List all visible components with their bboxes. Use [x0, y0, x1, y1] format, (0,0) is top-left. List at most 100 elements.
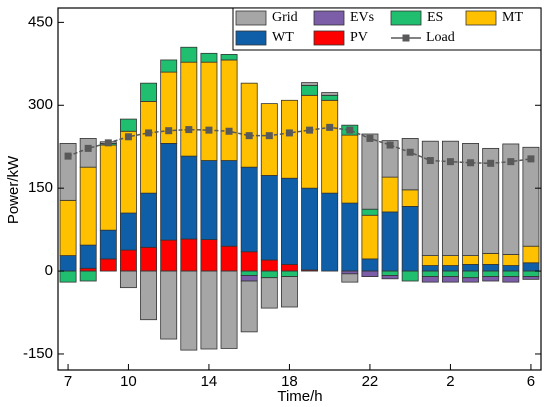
legend-label: Load [426, 30, 455, 45]
legend-label: PV [350, 30, 368, 45]
bar-segment [522, 245, 540, 264]
bar-segment [522, 146, 540, 247]
bar-segment [79, 270, 97, 282]
bar-segment [280, 177, 298, 265]
load-marker [507, 158, 515, 166]
bar-segment [381, 275, 399, 280]
bar-segment [421, 270, 439, 277]
load-marker [527, 155, 535, 163]
load-marker [165, 127, 173, 135]
y-tick-label: 150 [28, 179, 53, 196]
legend-swatch [465, 10, 497, 26]
y-tick-label: 0 [45, 262, 53, 279]
x-axis-label: Time/h [277, 388, 322, 405]
legend-label: ES [427, 10, 443, 25]
bar-segment [482, 264, 500, 272]
legend-swatch [313, 30, 345, 46]
bar-segment [502, 276, 520, 283]
bar-segment [240, 82, 258, 168]
bar-segment [240, 166, 258, 253]
bar-segment [79, 166, 97, 246]
x-tick-label: 18 [281, 373, 298, 390]
bar-segment [140, 82, 158, 102]
bar-segment [180, 270, 198, 351]
bar-segment [260, 259, 278, 272]
load-marker [326, 123, 334, 131]
bar-segment [79, 244, 97, 269]
bar-segment [220, 160, 238, 247]
bar-segment [140, 101, 158, 194]
bar-segment [482, 147, 500, 254]
bar-segment [200, 239, 218, 272]
bar-segment [301, 187, 319, 271]
bar-segment [59, 143, 77, 201]
bar-segment [280, 99, 298, 179]
bar-segment [502, 254, 520, 266]
bar-segment [140, 192, 158, 248]
bar-segment [482, 276, 500, 282]
bar-segment [462, 255, 480, 265]
legend-marker [402, 34, 410, 42]
bar-segment [220, 270, 238, 349]
bar-segment [381, 140, 399, 178]
legend-label: MT [502, 10, 523, 25]
bar-segment [301, 84, 319, 96]
bar-segment [321, 92, 339, 96]
bar-segment [381, 176, 399, 213]
load-marker [185, 126, 193, 134]
x-tick-label: 22 [362, 373, 379, 390]
legend: Grid EVs ES MT WT PV Load [232, 7, 542, 51]
load-marker [84, 144, 92, 152]
bar-segment [341, 134, 359, 204]
bar-segment [180, 155, 198, 240]
load-marker [205, 126, 213, 134]
bar-segment [119, 118, 137, 132]
load-marker [64, 152, 72, 160]
bar-segment [321, 192, 339, 272]
y-axis-label: Power/kW [5, 155, 22, 224]
load-marker [145, 129, 153, 137]
legend-swatch [313, 10, 345, 26]
bar-segment [522, 262, 540, 272]
bar-segment [502, 143, 520, 255]
bar-segment [99, 258, 117, 272]
load-marker [487, 159, 495, 167]
bar-segment [200, 61, 218, 161]
bar-segment [462, 277, 480, 283]
bar-segment [160, 143, 178, 241]
bar-segment [240, 251, 258, 272]
load-line [67, 126, 532, 165]
x-tick-label: 7 [64, 373, 72, 390]
bar-segment [280, 276, 298, 308]
bar-segment [421, 265, 439, 272]
load-marker [306, 126, 314, 134]
bar-segment [200, 270, 218, 350]
legend-label: Grid [272, 10, 298, 25]
bar-segment [200, 160, 218, 240]
bar-segment [321, 94, 339, 101]
bar-segment [361, 258, 379, 272]
bar-segment [482, 252, 500, 265]
bar-segment [401, 138, 419, 191]
bar-segment [240, 275, 258, 282]
bar-segment [99, 229, 117, 260]
load-marker [245, 132, 253, 140]
bar-segment [381, 211, 399, 272]
bar-segment [240, 270, 258, 276]
bar-segment [421, 255, 439, 266]
bar-segment [462, 264, 480, 272]
bar-segment [462, 270, 480, 279]
load-marker [225, 127, 233, 135]
bar-segment [401, 189, 419, 207]
bar-segment [381, 270, 399, 276]
x-tick-label: 10 [120, 373, 137, 390]
bar-segment [260, 103, 278, 176]
bar-segment [180, 238, 198, 272]
bar-segment [441, 140, 459, 256]
bar-segment [280, 270, 298, 277]
x-tick-label: 14 [201, 373, 218, 390]
bar-segment [361, 133, 379, 210]
y-tick-label: 450 [28, 13, 53, 30]
load-marker [285, 129, 293, 137]
